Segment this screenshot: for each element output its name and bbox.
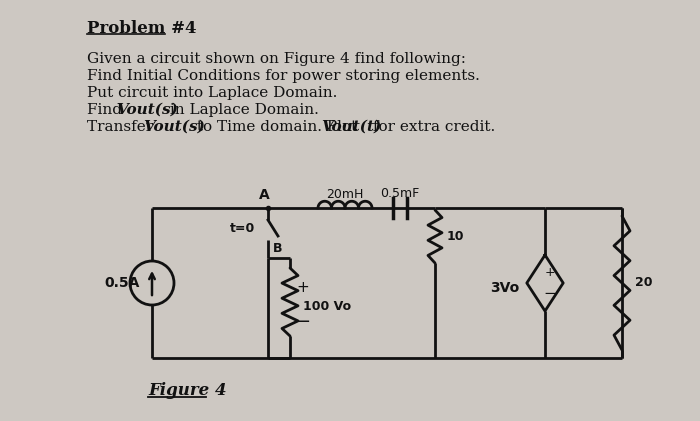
Text: A: A [258,188,270,202]
Text: in Laplace Domain.: in Laplace Domain. [165,103,319,117]
Text: for extra credit.: for extra credit. [368,120,496,134]
Text: Vout(s): Vout(s) [116,103,178,117]
Text: 20: 20 [635,277,652,290]
Text: Problem #4: Problem #4 [87,20,197,37]
Text: +: + [545,266,555,280]
Text: Transfer: Transfer [87,120,158,134]
Text: t=0: t=0 [230,221,256,234]
Text: Figure 4: Figure 4 [148,382,227,399]
Text: Find: Find [87,103,127,117]
Text: to Time domain. Plot: to Time domain. Plot [192,120,362,134]
Text: 10: 10 [447,230,465,243]
Text: −: − [295,313,311,331]
Text: −: − [544,285,556,301]
Text: Vout(s): Vout(s) [143,120,205,134]
Text: 20mH: 20mH [326,187,364,200]
Text: 3Vo: 3Vo [490,281,519,295]
Text: B: B [273,242,283,255]
Text: Vout(t): Vout(t) [321,120,382,134]
Text: 0.5A: 0.5A [104,276,139,290]
Text: Find Initial Conditions for power storing elements.: Find Initial Conditions for power storin… [87,69,480,83]
Circle shape [130,261,174,305]
Text: +: + [297,280,309,296]
Text: Put circuit into Laplace Domain.: Put circuit into Laplace Domain. [87,86,337,100]
Text: 100 Vo: 100 Vo [303,299,351,312]
Text: 0.5mF: 0.5mF [380,187,419,200]
Polygon shape [527,255,564,311]
Text: Given a circuit shown on Figure 4 find following:: Given a circuit shown on Figure 4 find f… [87,52,466,66]
